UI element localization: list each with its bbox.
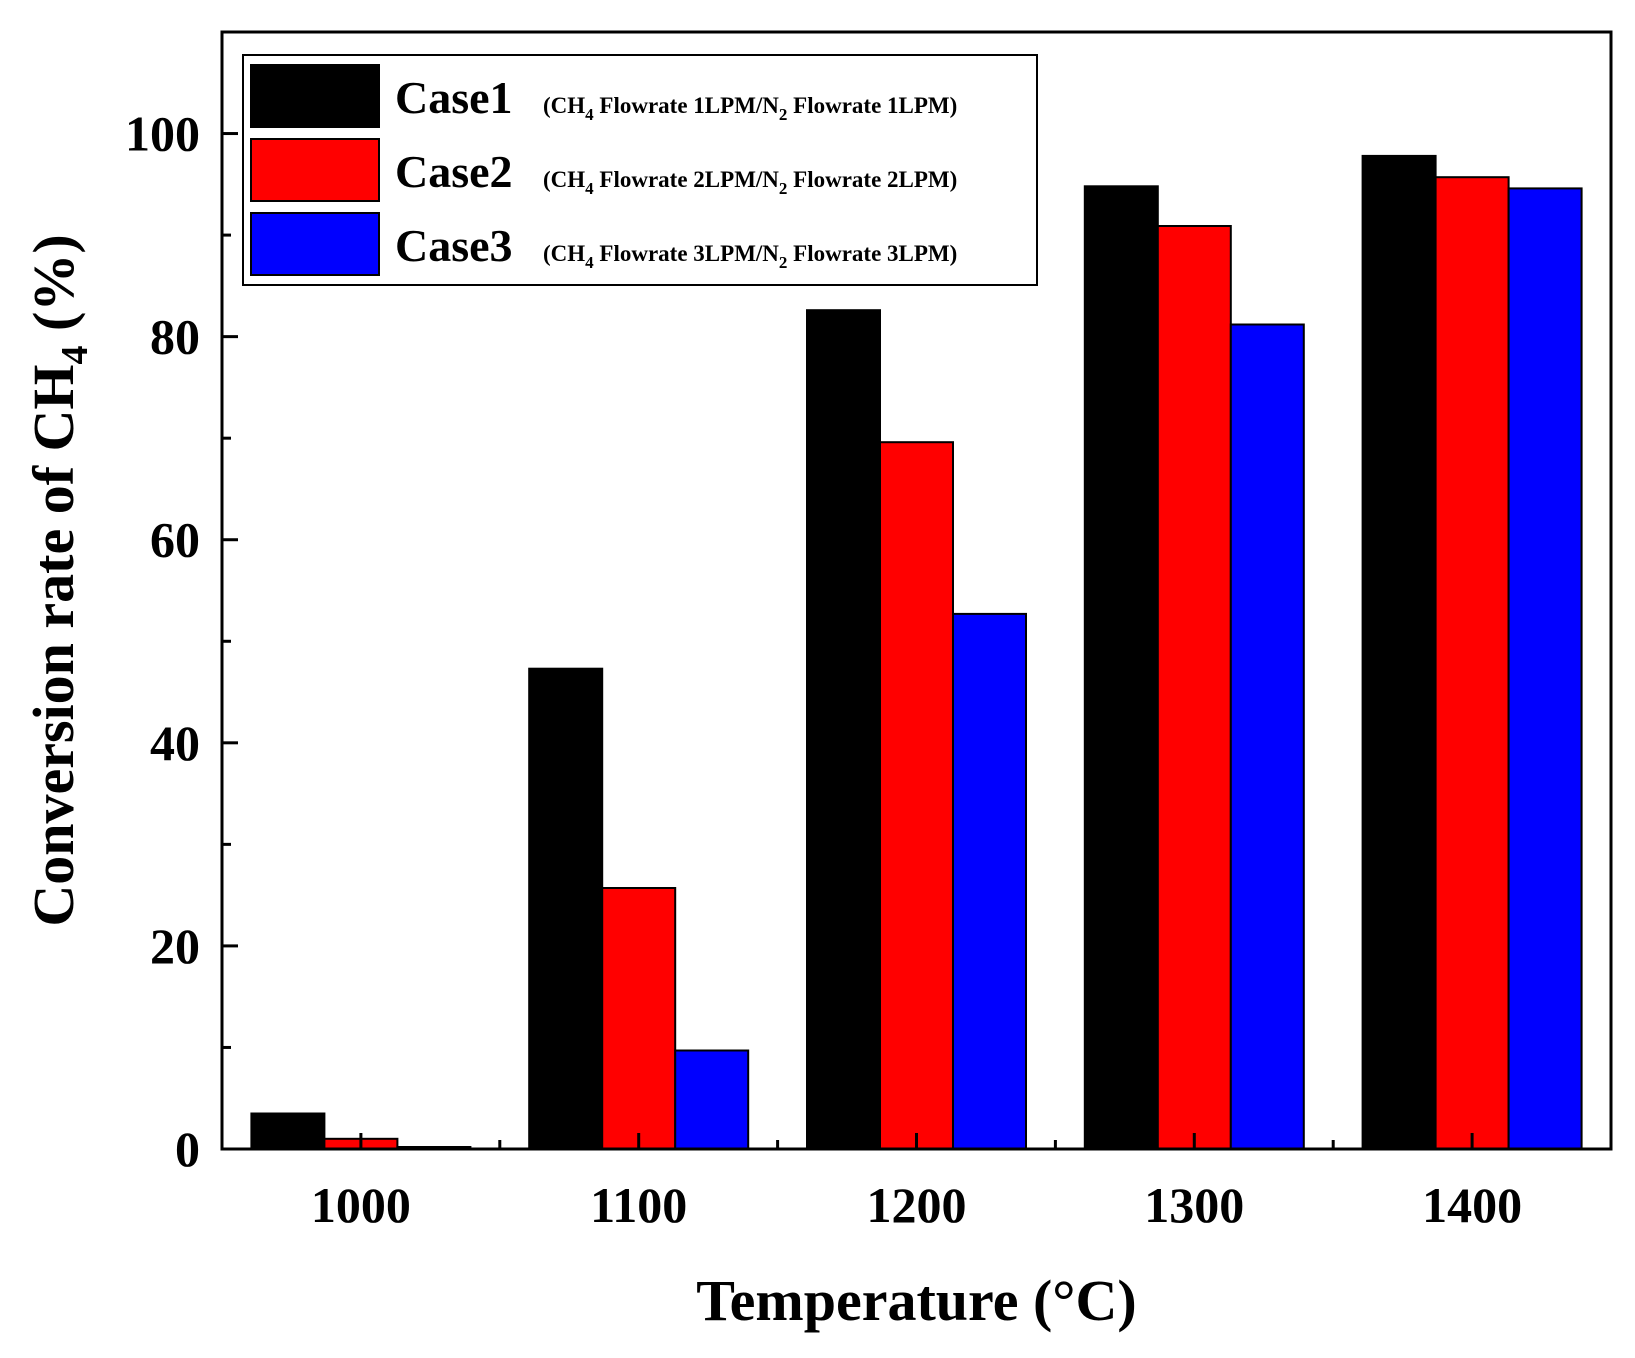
y-tick-label: 60: [150, 512, 200, 568]
y-tick-label: 80: [150, 309, 200, 365]
legend: Case1 (CH4 Flowrate 1LPM/N2 Flowrate 1LPM…: [242, 54, 1038, 286]
bar-case1-1400: [1361, 154, 1437, 1150]
x-tick-label: 1200: [867, 1177, 967, 1233]
bar-case2-1300: [1156, 225, 1232, 1150]
bar-case3-1200: [952, 612, 1027, 1150]
x-tick-label: 1300: [1144, 1177, 1244, 1233]
bar-case2-1400: [1434, 176, 1510, 1150]
plot-frame: [220, 30, 1613, 1151]
legend-label-case3: Case3: [395, 220, 513, 271]
x-tick-label: 1400: [1422, 1177, 1522, 1233]
bar-case1-1200: [806, 309, 881, 1150]
y-axis-title-suffix: (%): [21, 234, 86, 345]
ticks-layer: 0 20 40 60 80 100 1000 1100 1200 1300 1400: [125, 106, 1522, 1233]
y-axis-title-subscript: 4: [54, 345, 96, 364]
legend-label-case2: Case2: [395, 146, 513, 197]
y-axis-title: Conversion rate of CH4 (%): [21, 234, 96, 926]
bar-case3-1400: [1507, 187, 1583, 1150]
x-tick-label: 1100: [590, 1177, 687, 1233]
bars-layer: [250, 154, 1583, 1151]
y-axis-title-prefix: Conversion rate of CH: [21, 364, 86, 926]
y-tick-label: 40: [150, 715, 200, 771]
x-tick-label: 1000: [311, 1177, 411, 1233]
legend-desc-case2: (CH4 Flowrate 2LPM/N2 Flowrate 2LPM): [543, 167, 957, 198]
y-tick-label: 0: [175, 1121, 200, 1177]
legend-desc-case3: (CH4 Flowrate 3LPM/N2 Flowrate 3LPM): [543, 241, 957, 272]
legend-swatch-case1: [250, 64, 380, 128]
x-axis-title: Temperature (°C): [696, 1268, 1136, 1333]
bar-case3-1100: [674, 1049, 750, 1150]
bar-case2-1200: [879, 441, 954, 1150]
legend-desc-case1: (CH4 Flowrate 1LPM/N2 Flowrate 1LPM): [543, 93, 957, 124]
bar-case1-1300: [1083, 185, 1159, 1151]
y-tick-label: 100: [125, 106, 200, 162]
legend-swatch-case2: [250, 138, 380, 202]
bar-case1-1100: [528, 667, 604, 1150]
bar-case3-1300: [1229, 323, 1305, 1150]
legend-swatch-case3: [250, 212, 380, 276]
bar-case2-1100: [601, 887, 677, 1150]
legend-label-case1: Case1: [395, 72, 513, 123]
bar-case1-1000: [250, 1112, 326, 1150]
y-tick-label: 20: [150, 918, 200, 974]
